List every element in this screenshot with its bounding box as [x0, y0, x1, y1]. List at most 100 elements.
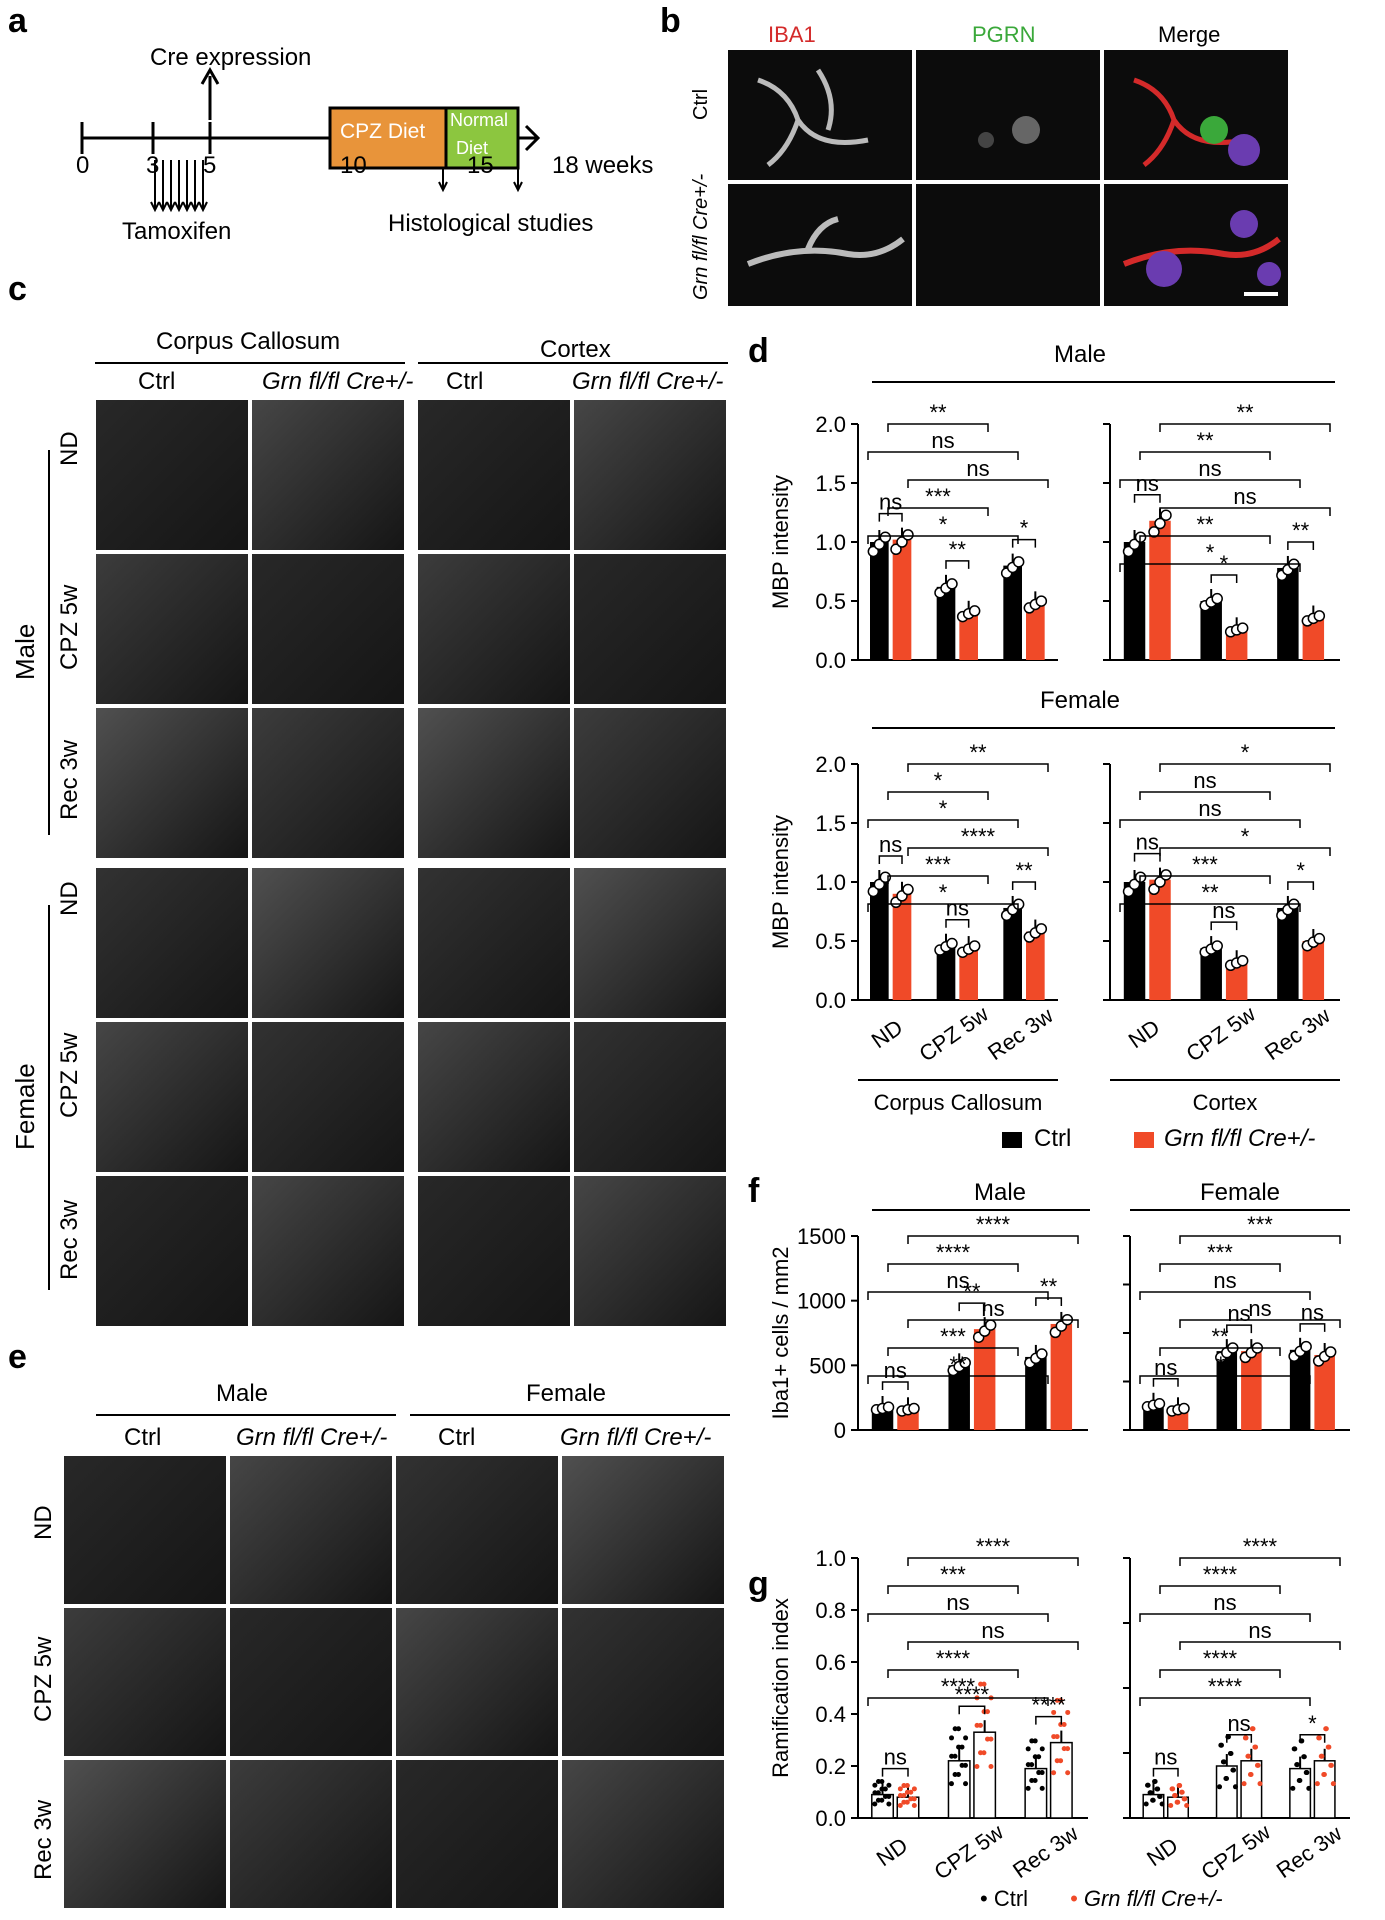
d-male-cc-bar-1-1	[959, 612, 978, 660]
tick-0: 0	[76, 152, 90, 179]
d-male-ctx-pt-0-1-2	[1160, 509, 1172, 521]
g-male-pt-2-0-9	[1036, 1770, 1042, 1776]
g-male-sig-0: ns	[884, 1745, 907, 1770]
panel-label-c: c	[8, 270, 27, 308]
g-female-pt-2-1-8	[1321, 1772, 1327, 1778]
d-male-cc-ytick-label-3: 1.5	[815, 471, 846, 496]
c-ctx-img-r5-c0	[418, 1176, 570, 1326]
e-img-r1-c0	[64, 1608, 226, 1756]
e-img-r2-c1	[230, 1760, 392, 1908]
d-male-cc-xsigbar-4	[887, 507, 989, 516]
d-female-ctx-sigbar-1	[1210, 921, 1238, 931]
f-male-pt-1-0-2	[959, 1356, 971, 1369]
g-male-pt-1-1-7	[988, 1764, 994, 1770]
e-img-r1-c1	[230, 1608, 392, 1756]
tick-18: 18 weeks	[552, 152, 654, 179]
g-male-bar-2-1	[1049, 1741, 1073, 1819]
d-male-cc-pt-0-0-2	[879, 531, 892, 544]
d-male-cc-bar-0-1	[892, 539, 912, 660]
d-female-cc-pt-0-0-2	[879, 871, 892, 884]
f-female-xsig-8: ***	[1247, 1212, 1273, 1237]
f-male-bar-2-1	[1050, 1323, 1073, 1430]
g-male-pt-0-1-11	[904, 1789, 910, 1795]
g-male-pt-0-1-8	[901, 1799, 907, 1805]
e-sex-male: Male	[216, 1380, 269, 1407]
d-male-ctx-xsigbar-6	[1119, 479, 1301, 488]
f-female-xsig-6: ns	[1213, 1268, 1236, 1293]
d-male-cc-xsig-4: ***	[925, 484, 951, 509]
e-col-ctrl-m: Ctrl	[124, 1424, 162, 1451]
f-male-bar-1-1	[973, 1329, 996, 1430]
e-col-ctrl-f: Ctrl	[438, 1424, 476, 1451]
g-female-pt-2-1-13	[1323, 1726, 1329, 1732]
d-male-cc-sigbar-0	[878, 512, 903, 522]
g-male-sigbar-1	[958, 1705, 986, 1715]
g-male-pt-0-0-9	[882, 1793, 888, 1799]
g-male-pt-2-1-8	[1054, 1758, 1060, 1764]
c-region-ctx: Cortex	[540, 336, 611, 363]
d-male-ctx-xsig-3: *	[1206, 540, 1215, 565]
d-female-cc-ytick-label-1: 0.5	[815, 929, 846, 954]
d-male-cc-pt-1-1-2	[968, 605, 981, 617]
d-female-ctx-pt-1-0-2	[1211, 940, 1223, 952]
g-female-pt-2-0-7	[1306, 1785, 1312, 1791]
d-female-cc-xsigbar-7	[887, 791, 989, 800]
legend-grn-label: Grn fl/fl Cre+/-	[1164, 1125, 1316, 1152]
g-female-pt-1-1-9	[1254, 1762, 1260, 1768]
d-male-cc-pt-0-1-0	[890, 543, 902, 556]
g-female-pt-2-0-10	[1294, 1762, 1300, 1768]
legend-ctrl-swatch	[1002, 1132, 1022, 1148]
g-male-pt-0-0-11	[879, 1786, 885, 1792]
d-female-ctx-pt-0-0-0	[1122, 885, 1135, 898]
g-female-xsig-7: ****	[1203, 1562, 1238, 1587]
c-cc-img-r1-c0	[96, 554, 248, 704]
b-col-pgrn: PGRN	[972, 22, 1036, 47]
c-ctx-img-r2-c1	[574, 708, 726, 858]
d-female-cc-sigbar-1	[945, 918, 970, 928]
g-male-xtick-1: CPZ 5w	[929, 1819, 1008, 1884]
g-male-xsigbar-6	[867, 1613, 1049, 1622]
d-male-cc-xsigbar-7	[887, 423, 989, 432]
c-ctx-img-r0-c1	[574, 400, 726, 550]
d-female-cc-pt-2-1-2	[1035, 923, 1048, 935]
g-male-ytick-label-1: 0.2	[815, 1754, 846, 1779]
g-female-pt-0-0-10	[1147, 1790, 1153, 1796]
d-male-cc-pt-0-0-1	[873, 538, 886, 551]
g-male-pt-0-0-12	[886, 1782, 892, 1788]
d-male-ctx-pt-1-0-2	[1211, 592, 1223, 605]
g-female-pt-2-1-12	[1316, 1735, 1322, 1741]
g-female-pt-1-0-12	[1218, 1742, 1224, 1748]
g-male-pt-1-0-7	[963, 1781, 969, 1787]
d-female-cc-sig-2: **	[1015, 858, 1033, 883]
g-female-pt-1-0-11	[1227, 1751, 1233, 1757]
g-female-xtick-1: CPZ 5w	[1196, 1819, 1275, 1884]
c-ctx-img-r2-c0	[418, 708, 570, 858]
c-ctx-img-r1-c1	[574, 554, 726, 704]
g-male-pt-2-1-13	[1054, 1697, 1060, 1703]
g-female-pt-1-1-8	[1247, 1772, 1253, 1778]
d-female-cc-ytick-label-0: 0.0	[815, 988, 846, 1013]
f-male-pt-0-1-2	[908, 1402, 920, 1415]
g-female-xsigbar-3	[1139, 1697, 1311, 1706]
d-female-cc-xsigbar-6	[867, 819, 1019, 828]
b-img-ctrl-pgrn	[916, 50, 1100, 180]
f-male-ylabel: Iba1+ cells / mm2	[768, 1246, 793, 1419]
b-col-iba1: IBA1	[768, 22, 816, 47]
f-female-bar-2-0	[1289, 1349, 1311, 1430]
histological-label: Histological studies	[388, 210, 594, 237]
g-female-pt-1-0-9	[1230, 1767, 1236, 1773]
d-female-cc-ytick-label-3: 1.5	[815, 811, 846, 836]
f-male-pt-2-0-2	[1036, 1348, 1048, 1360]
d-male-ctx-xsig-6: ns	[1198, 456, 1221, 481]
g-female-pt-0-1-8	[1174, 1799, 1180, 1805]
c-female-line	[48, 905, 50, 1290]
g-male-xsig-3: ****	[941, 1674, 976, 1699]
g-female-bar-2-0	[1289, 1767, 1312, 1819]
g-female-xsig-3: ****	[1208, 1674, 1243, 1699]
legend-ctrl-label: Ctrl	[1034, 1125, 1072, 1152]
g-male-sigbar-2	[1035, 1715, 1063, 1725]
g-female-bar-1-1	[1240, 1760, 1263, 1819]
g-male-pt-2-1-7	[1065, 1770, 1071, 1776]
d-male-ctx-xsigbar-4	[1139, 535, 1271, 544]
